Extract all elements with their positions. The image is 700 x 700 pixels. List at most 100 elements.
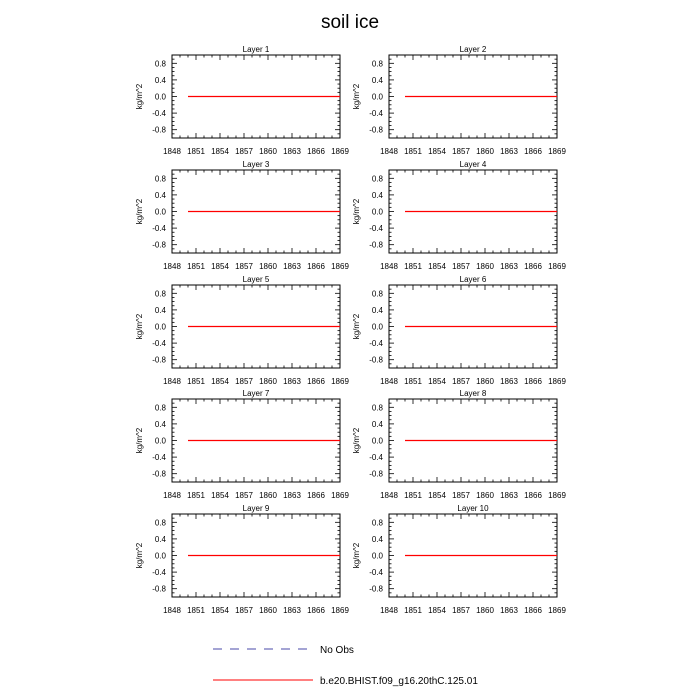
y-tick-label: 0.8	[372, 289, 384, 298]
x-tick-label: 1851	[187, 377, 205, 386]
x-tick-label: 1860	[259, 491, 277, 500]
x-tick-label: 1869	[331, 377, 349, 386]
y-tick-label: 0.8	[372, 174, 384, 183]
y-tick-label: 0.8	[155, 59, 167, 68]
x-tick-label: 1860	[476, 377, 494, 386]
x-tick-label: 1854	[428, 262, 446, 271]
panel-layer-10: Layer 10 1848 1851 1854 1857 1860 1863 1866 1869…	[352, 504, 566, 615]
x-tick-label: 1869	[331, 147, 349, 156]
x-tick-label: 1866	[524, 377, 542, 386]
x-tick-label: 1851	[187, 262, 205, 271]
x-tick-label: 1851	[187, 491, 205, 500]
panel-layer-1: Layer 1 1848 1851 1854 1857 1860 1863 1866 1869 -…	[135, 45, 349, 156]
y-tick-label: 0.4	[372, 76, 384, 85]
x-tick-label: 1863	[500, 491, 518, 500]
x-tick-label: 1854	[211, 262, 229, 271]
panel-title: Layer 5	[243, 275, 270, 284]
x-tick-label: 1857	[452, 377, 470, 386]
y-tick-label: 0.0	[372, 208, 384, 217]
x-tick-label: 1851	[404, 262, 422, 271]
x-tick-label: 1863	[500, 606, 518, 615]
x-tick-label: 1851	[404, 377, 422, 386]
x-tick-label: 1866	[307, 606, 325, 615]
x-tick-label: 1863	[283, 262, 301, 271]
y-tick-label: -0.8	[369, 241, 383, 250]
x-tick-label: 1866	[524, 491, 542, 500]
y-tick-label: 0.4	[372, 420, 384, 429]
y-tick-label: 0.4	[155, 420, 167, 429]
x-tick-label: 1857	[235, 262, 253, 271]
panel-title: Layer 4	[460, 160, 487, 169]
panel-layer-7: Layer 7 1848 1851 1854 1857 1860 1863 1866 1869 -…	[135, 389, 349, 500]
x-tick-label: 1857	[452, 491, 470, 500]
y-tick-label: 0.0	[155, 323, 167, 332]
x-tick-label: 1866	[307, 491, 325, 500]
x-tick-label: 1860	[259, 147, 277, 156]
y-tick-label: -0.4	[369, 224, 383, 233]
panel-title: Layer 3	[243, 160, 270, 169]
x-tick-label: 1854	[211, 147, 229, 156]
x-tick-label: 1863	[283, 606, 301, 615]
x-tick-label: 1848	[380, 147, 398, 156]
x-tick-label: 1848	[163, 377, 181, 386]
panel-title: Layer 1	[243, 45, 270, 54]
x-tick-label: 1848	[380, 606, 398, 615]
y-tick-label: -0.4	[152, 224, 166, 233]
x-tick-label: 1848	[380, 377, 398, 386]
y-axis-label: kg/m^2	[135, 198, 144, 224]
y-axis-label: kg/m^2	[352, 83, 361, 109]
x-tick-label: 1857	[235, 606, 253, 615]
y-tick-label: -0.8	[369, 470, 383, 479]
y-tick-label: 0.0	[372, 552, 384, 561]
x-tick-label: 1854	[428, 147, 446, 156]
x-tick-label: 1848	[163, 606, 181, 615]
panel-title: Layer 6	[460, 275, 487, 284]
y-tick-label: -0.8	[369, 126, 383, 135]
y-tick-label: -0.8	[369, 585, 383, 594]
panel-title: Layer 8	[460, 389, 487, 398]
y-tick-label: -0.4	[369, 339, 383, 348]
y-tick-label: -0.4	[152, 109, 166, 118]
x-tick-label: 1863	[283, 491, 301, 500]
y-tick-label: -0.4	[152, 453, 166, 462]
x-tick-label: 1854	[211, 491, 229, 500]
y-tick-label: 0.0	[155, 437, 167, 446]
x-tick-label: 1869	[548, 147, 566, 156]
x-tick-label: 1851	[404, 606, 422, 615]
y-tick-label: 0.4	[372, 191, 384, 200]
y-tick-label: -0.8	[152, 470, 166, 479]
x-tick-label: 1866	[307, 377, 325, 386]
x-tick-label: 1866	[307, 262, 325, 271]
x-tick-label: 1854	[211, 377, 229, 386]
x-tick-label: 1851	[404, 147, 422, 156]
y-tick-label: 0.8	[155, 403, 167, 412]
legend: No Obs b.e20.BHIST.f09_g16.20thC.125.01	[213, 645, 478, 687]
y-tick-label: 0.4	[155, 535, 167, 544]
x-tick-label: 1860	[259, 606, 277, 615]
y-axis-label: kg/m^2	[135, 313, 144, 339]
panel-layer-2: Layer 2 1848 1851 1854 1857 1860 1863 1866 1869 -…	[352, 45, 566, 156]
y-tick-label: 0.8	[155, 174, 167, 183]
x-tick-label: 1854	[428, 377, 446, 386]
y-tick-label: 0.4	[155, 191, 167, 200]
panel-layer-5: Layer 5 1848 1851 1854 1857 1860 1863 1866 1869 -…	[135, 275, 349, 386]
x-tick-label: 1869	[548, 377, 566, 386]
y-tick-label: -0.4	[369, 453, 383, 462]
y-tick-label: -0.8	[152, 356, 166, 365]
legend-label: b.e20.BHIST.f09_g16.20thC.125.01	[320, 676, 478, 687]
y-tick-label: -0.8	[152, 126, 166, 135]
x-tick-label: 1863	[283, 377, 301, 386]
x-tick-label: 1857	[235, 147, 253, 156]
y-tick-label: 0.0	[372, 437, 384, 446]
x-tick-label: 1866	[524, 147, 542, 156]
x-tick-label: 1866	[307, 147, 325, 156]
y-tick-label: -0.4	[369, 568, 383, 577]
legend-entry: No Obs	[213, 645, 354, 656]
x-tick-label: 1863	[500, 147, 518, 156]
y-tick-label: 0.0	[372, 93, 384, 102]
x-tick-label: 1863	[500, 377, 518, 386]
y-tick-label: 0.0	[155, 93, 167, 102]
x-tick-label: 1854	[211, 606, 229, 615]
y-axis-label: kg/m^2	[135, 542, 144, 568]
